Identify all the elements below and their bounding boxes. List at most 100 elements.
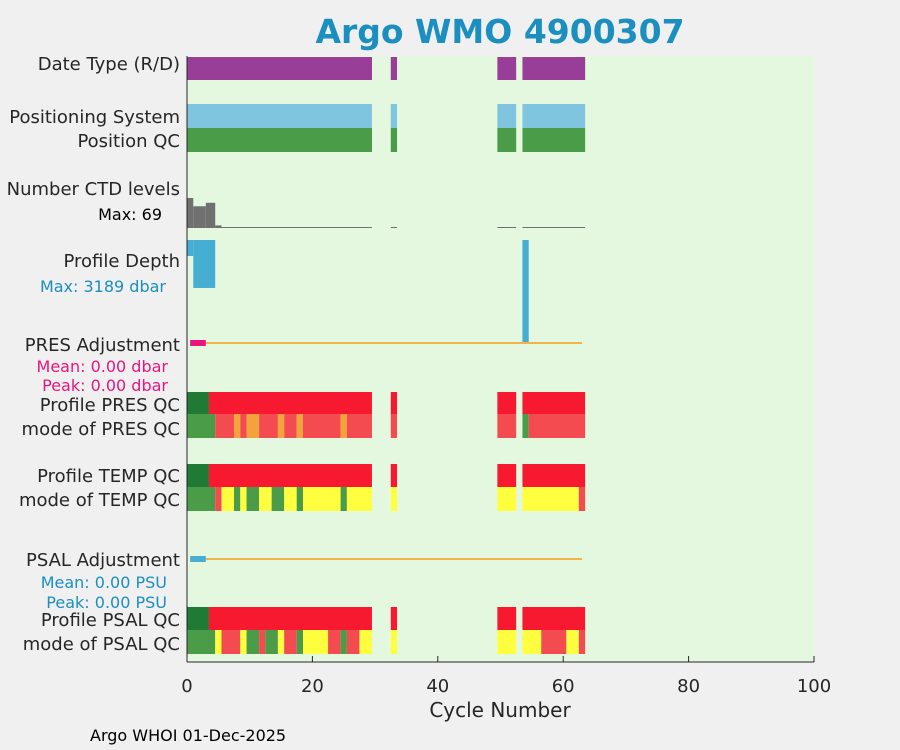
mode-psal-qc-segment bbox=[284, 630, 297, 654]
positioning-system-segment bbox=[187, 104, 372, 128]
mode-psal-qc-segment bbox=[187, 630, 216, 654]
ctd-levels-bar bbox=[522, 227, 586, 228]
mode-psal-qc-segment bbox=[346, 630, 360, 654]
x-tick-label: 0 bbox=[181, 676, 192, 697]
label-psal-adjustment: PSAL Adjustment bbox=[26, 550, 180, 571]
mode-psal-qc-segment bbox=[221, 630, 241, 654]
psal-peak-annotation: Peak: 0.00 PSU bbox=[46, 593, 167, 612]
mode-pres-qc-segment bbox=[277, 414, 285, 438]
mode-pres-qc-segment bbox=[259, 414, 278, 438]
mode-pres-qc-segment bbox=[346, 414, 372, 438]
positioning-system-segment bbox=[522, 104, 586, 128]
label-date-type: Date Type (R/D) bbox=[38, 54, 180, 75]
mode-temp-qc-segment bbox=[246, 487, 260, 511]
mode-psal-qc-segment bbox=[302, 630, 329, 654]
profile-temp-qc-segment bbox=[208, 464, 372, 487]
mode-temp-qc-segment bbox=[497, 487, 517, 511]
ctd-levels-bar bbox=[205, 202, 216, 228]
label-profile-psal-qc: Profile PSAL QC bbox=[41, 610, 180, 631]
mode-pres-qc-segment bbox=[215, 414, 235, 438]
mode-temp-qc-segment bbox=[221, 487, 235, 511]
profile-depth-bar bbox=[193, 240, 216, 288]
mode-pres-qc-segment bbox=[302, 414, 341, 438]
profile-psal-qc-segment bbox=[497, 607, 517, 630]
mode-temp-qc-segment bbox=[302, 487, 341, 511]
mode-pres-qc-segment bbox=[240, 414, 247, 438]
mode-temp-qc-segment bbox=[296, 487, 303, 511]
ctd-levels-bar bbox=[221, 227, 372, 228]
date-type-segment bbox=[522, 57, 586, 80]
profile-pres-qc-segment bbox=[497, 392, 517, 414]
mode-temp-qc-segment bbox=[234, 487, 241, 511]
mode-temp-qc-segment bbox=[271, 487, 285, 511]
profile-depth-bar bbox=[522, 240, 529, 342]
label-number-ctd-levels: Number CTD levels bbox=[7, 179, 180, 200]
mode-psal-qc-segment bbox=[215, 630, 222, 654]
ctd-levels-bar bbox=[187, 198, 194, 228]
mode-temp-qc-segment bbox=[522, 487, 579, 511]
label-pres-adjustment: PRES Adjustment bbox=[25, 335, 180, 356]
mode-temp-qc-segment bbox=[240, 487, 247, 511]
position-qc-segment bbox=[497, 128, 517, 152]
x-tick-label: 40 bbox=[426, 676, 449, 697]
mode-psal-qc-segment bbox=[340, 630, 347, 654]
mode-psal-qc-segment bbox=[259, 630, 266, 654]
label-profile-temp-qc: Profile TEMP QC bbox=[37, 466, 180, 487]
mode-pres-qc-segment bbox=[246, 414, 260, 438]
ctd-levels-bar bbox=[497, 227, 517, 228]
position-qc-segment bbox=[187, 128, 372, 152]
label-mode-temp-qc: mode of TEMP QC bbox=[19, 490, 180, 511]
mode-psal-qc-segment bbox=[522, 630, 542, 654]
x-axis-label: Cycle Number bbox=[429, 698, 571, 722]
label-mode-psal-qc: mode of PSAL QC bbox=[23, 634, 180, 655]
mode-temp-qc-segment bbox=[187, 487, 216, 511]
mode-psal-qc-segment bbox=[566, 630, 579, 654]
x-tick-label: 60 bbox=[552, 676, 575, 697]
mode-psal-qc-segment bbox=[296, 630, 303, 654]
footer-text: Argo WHOI 01-Dec-2025 bbox=[90, 726, 286, 745]
position-qc-segment bbox=[390, 128, 398, 152]
positioning-system-segment bbox=[497, 104, 517, 128]
profile-temp-qc-segment bbox=[522, 464, 586, 487]
depth-max-annotation: Max: 3189 dbar bbox=[40, 277, 166, 296]
profile-psal-qc-segment bbox=[522, 607, 586, 630]
pres-adjustment-marker bbox=[190, 340, 206, 346]
label-mode-pres-qc: mode of PRES QC bbox=[22, 419, 180, 440]
profile-depth-bar bbox=[187, 240, 194, 256]
ctd-levels-bar bbox=[215, 225, 222, 228]
profile-psal-qc-segment bbox=[390, 607, 398, 630]
mode-pres-qc-segment bbox=[234, 414, 241, 438]
date-type-segment bbox=[187, 57, 372, 80]
profile-pres-qc-segment bbox=[208, 392, 372, 414]
mode-psal-qc-segment bbox=[265, 630, 278, 654]
label-position-qc: Position QC bbox=[77, 131, 180, 152]
mode-psal-qc-segment bbox=[240, 630, 247, 654]
ctd-max-annotation: Max: 69 bbox=[98, 205, 162, 224]
mode-psal-qc-segment bbox=[328, 630, 341, 654]
profile-temp-qc-segment bbox=[187, 464, 209, 487]
mode-psal-qc-segment bbox=[246, 630, 260, 654]
profile-pres-qc-segment bbox=[522, 392, 586, 414]
pres-peak-annotation: Peak: 0.00 dbar bbox=[42, 376, 168, 395]
profile-pres-qc-segment bbox=[187, 392, 209, 414]
profile-pres-qc-segment bbox=[390, 392, 398, 414]
mode-pres-qc-segment bbox=[390, 414, 398, 438]
mode-temp-qc-segment bbox=[578, 487, 586, 511]
pres-mean-annotation: Mean: 0.00 dbar bbox=[37, 357, 169, 376]
mode-psal-qc-segment bbox=[359, 630, 372, 654]
mode-temp-qc-segment bbox=[340, 487, 347, 511]
label-positioning-system: Positioning System bbox=[9, 107, 180, 128]
mode-temp-qc-segment bbox=[390, 487, 398, 511]
ctd-levels-bar bbox=[390, 227, 398, 228]
mode-pres-qc-segment bbox=[522, 414, 529, 438]
ctd-levels-bar bbox=[193, 206, 206, 228]
mode-psal-qc-segment bbox=[277, 630, 285, 654]
mode-temp-qc-segment bbox=[346, 487, 372, 511]
profile-psal-qc-segment bbox=[187, 607, 209, 630]
profile-temp-qc-segment bbox=[497, 464, 517, 487]
mode-temp-qc-segment bbox=[284, 487, 297, 511]
mode-pres-qc-segment bbox=[528, 414, 586, 438]
mode-temp-qc-segment bbox=[215, 487, 222, 511]
plot-background bbox=[187, 56, 814, 662]
